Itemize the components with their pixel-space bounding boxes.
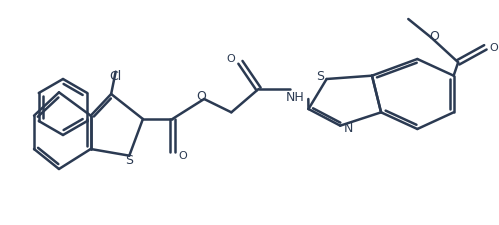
Text: O: O (196, 90, 206, 103)
Text: O: O (178, 151, 187, 161)
Text: N: N (343, 122, 353, 135)
Text: S: S (317, 70, 325, 83)
Text: O: O (489, 43, 498, 53)
Text: S: S (125, 153, 133, 166)
Text: O: O (226, 54, 235, 64)
Text: Cl: Cl (110, 70, 122, 83)
Text: NH: NH (286, 91, 305, 104)
Text: O: O (429, 30, 439, 43)
